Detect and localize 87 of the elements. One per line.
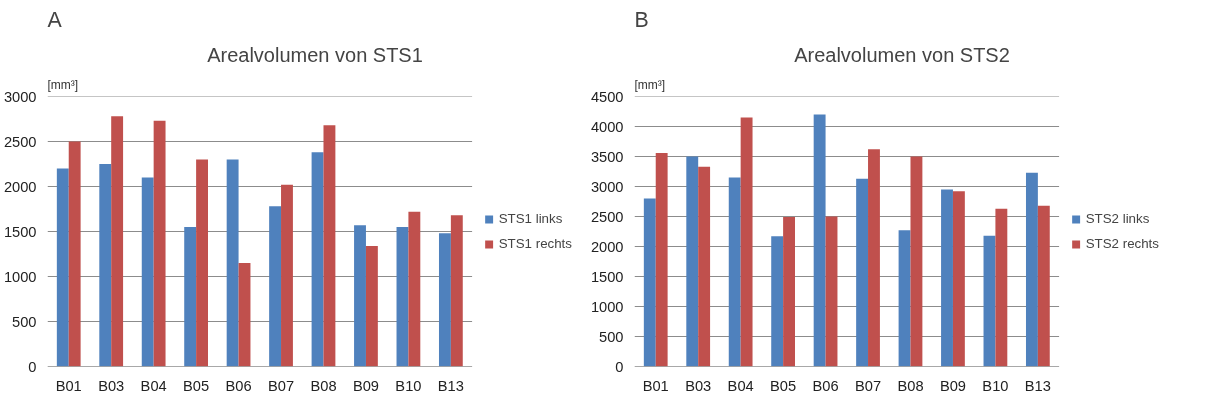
bar <box>1037 205 1050 367</box>
bar <box>111 116 124 367</box>
bar <box>238 263 251 367</box>
y-tick-label: 2500 <box>590 208 624 225</box>
x-tick-label: B13 <box>1024 377 1051 394</box>
y-tick-label: 1000 <box>3 268 37 285</box>
x-tick-label: B08 <box>897 377 924 394</box>
x-tick-label: B06 <box>225 377 252 394</box>
bar <box>783 217 795 367</box>
x-tick-label: B08 <box>310 377 337 394</box>
bar <box>983 235 996 367</box>
legend-label: STS2 rechts <box>1085 236 1159 251</box>
y-axis-title: [mm³] <box>634 77 666 92</box>
y-tick-label: 2500 <box>3 133 37 150</box>
y-tick-label: 4000 <box>590 118 624 135</box>
bar <box>281 184 293 367</box>
y-tick-label: 2000 <box>590 238 624 255</box>
bar <box>771 236 784 367</box>
bar <box>898 230 911 367</box>
x-tick-label: B07 <box>267 377 295 394</box>
x-tick-label: B04 <box>727 377 754 394</box>
x-tick-label: B10 <box>395 377 422 394</box>
y-tick-label: 500 <box>12 313 37 330</box>
bar <box>941 189 953 367</box>
text: B <box>634 7 649 32</box>
y-tick-label: 0 <box>615 358 624 375</box>
bar <box>365 245 378 367</box>
chart-title: Arealvolumen von STS2 <box>794 43 1010 66</box>
x-tick-label: B05 <box>183 377 210 394</box>
y-tick-label: 1000 <box>590 298 624 315</box>
y-tick-label: 1500 <box>3 223 37 240</box>
x-tick-label: B03 <box>685 377 712 394</box>
x-tick-label: B09 <box>939 377 966 394</box>
bar <box>450 215 463 367</box>
bar <box>910 156 923 367</box>
bar <box>153 120 166 367</box>
bar <box>311 152 324 367</box>
y-tick-label: 3000 <box>3 88 37 105</box>
y-tick-label: 1500 <box>590 268 624 285</box>
bar <box>856 178 869 367</box>
x-tick-label: B01 <box>642 377 669 394</box>
text: A <box>47 7 63 32</box>
bar <box>813 114 826 367</box>
legend-label: STS1 rechts <box>498 236 572 251</box>
x-tick-label: B05 <box>770 377 797 394</box>
bar <box>825 216 838 367</box>
bar <box>141 177 154 367</box>
bar <box>438 233 451 367</box>
x-tick-label: B01 <box>55 377 82 394</box>
x-tick-label: B09 <box>352 377 379 394</box>
bar <box>68 141 81 367</box>
bar <box>226 159 239 367</box>
bar <box>99 164 112 367</box>
bar <box>354 225 366 367</box>
bar <box>184 227 197 367</box>
bar <box>655 152 668 367</box>
y-tick-label: 0 <box>28 358 37 375</box>
legend-label: STS1 links <box>498 211 563 226</box>
bar <box>740 117 753 367</box>
x-tick-label: B10 <box>982 377 1009 394</box>
x-tick-label: B04 <box>140 377 167 394</box>
bar <box>698 166 711 367</box>
bar <box>323 125 336 367</box>
y-tick-label: 3000 <box>590 178 624 195</box>
y-tick-label: 500 <box>599 328 624 345</box>
y-axis-title: [mm³] <box>47 77 79 92</box>
bar <box>686 156 699 367</box>
bar <box>396 227 409 367</box>
bar <box>952 191 965 367</box>
x-tick-label: B03 <box>98 377 125 394</box>
bar <box>269 206 282 367</box>
bar <box>868 149 880 367</box>
y-tick-label: 3500 <box>590 148 624 165</box>
chart-title: Arealvolumen von STS1 <box>207 43 423 66</box>
bar <box>728 177 741 367</box>
bar <box>408 211 421 367</box>
x-tick-label: B13 <box>437 377 464 394</box>
y-tick-label: 2000 <box>3 178 37 195</box>
bar <box>995 208 1008 367</box>
bar <box>1025 172 1038 367</box>
bar <box>643 198 656 367</box>
legend-label: STS2 links <box>1085 211 1150 226</box>
x-tick-label: B07 <box>854 377 882 394</box>
bar <box>196 159 208 367</box>
x-tick-label: B06 <box>812 377 839 394</box>
y-tick-label: 4500 <box>590 88 624 105</box>
bar <box>56 168 69 367</box>
